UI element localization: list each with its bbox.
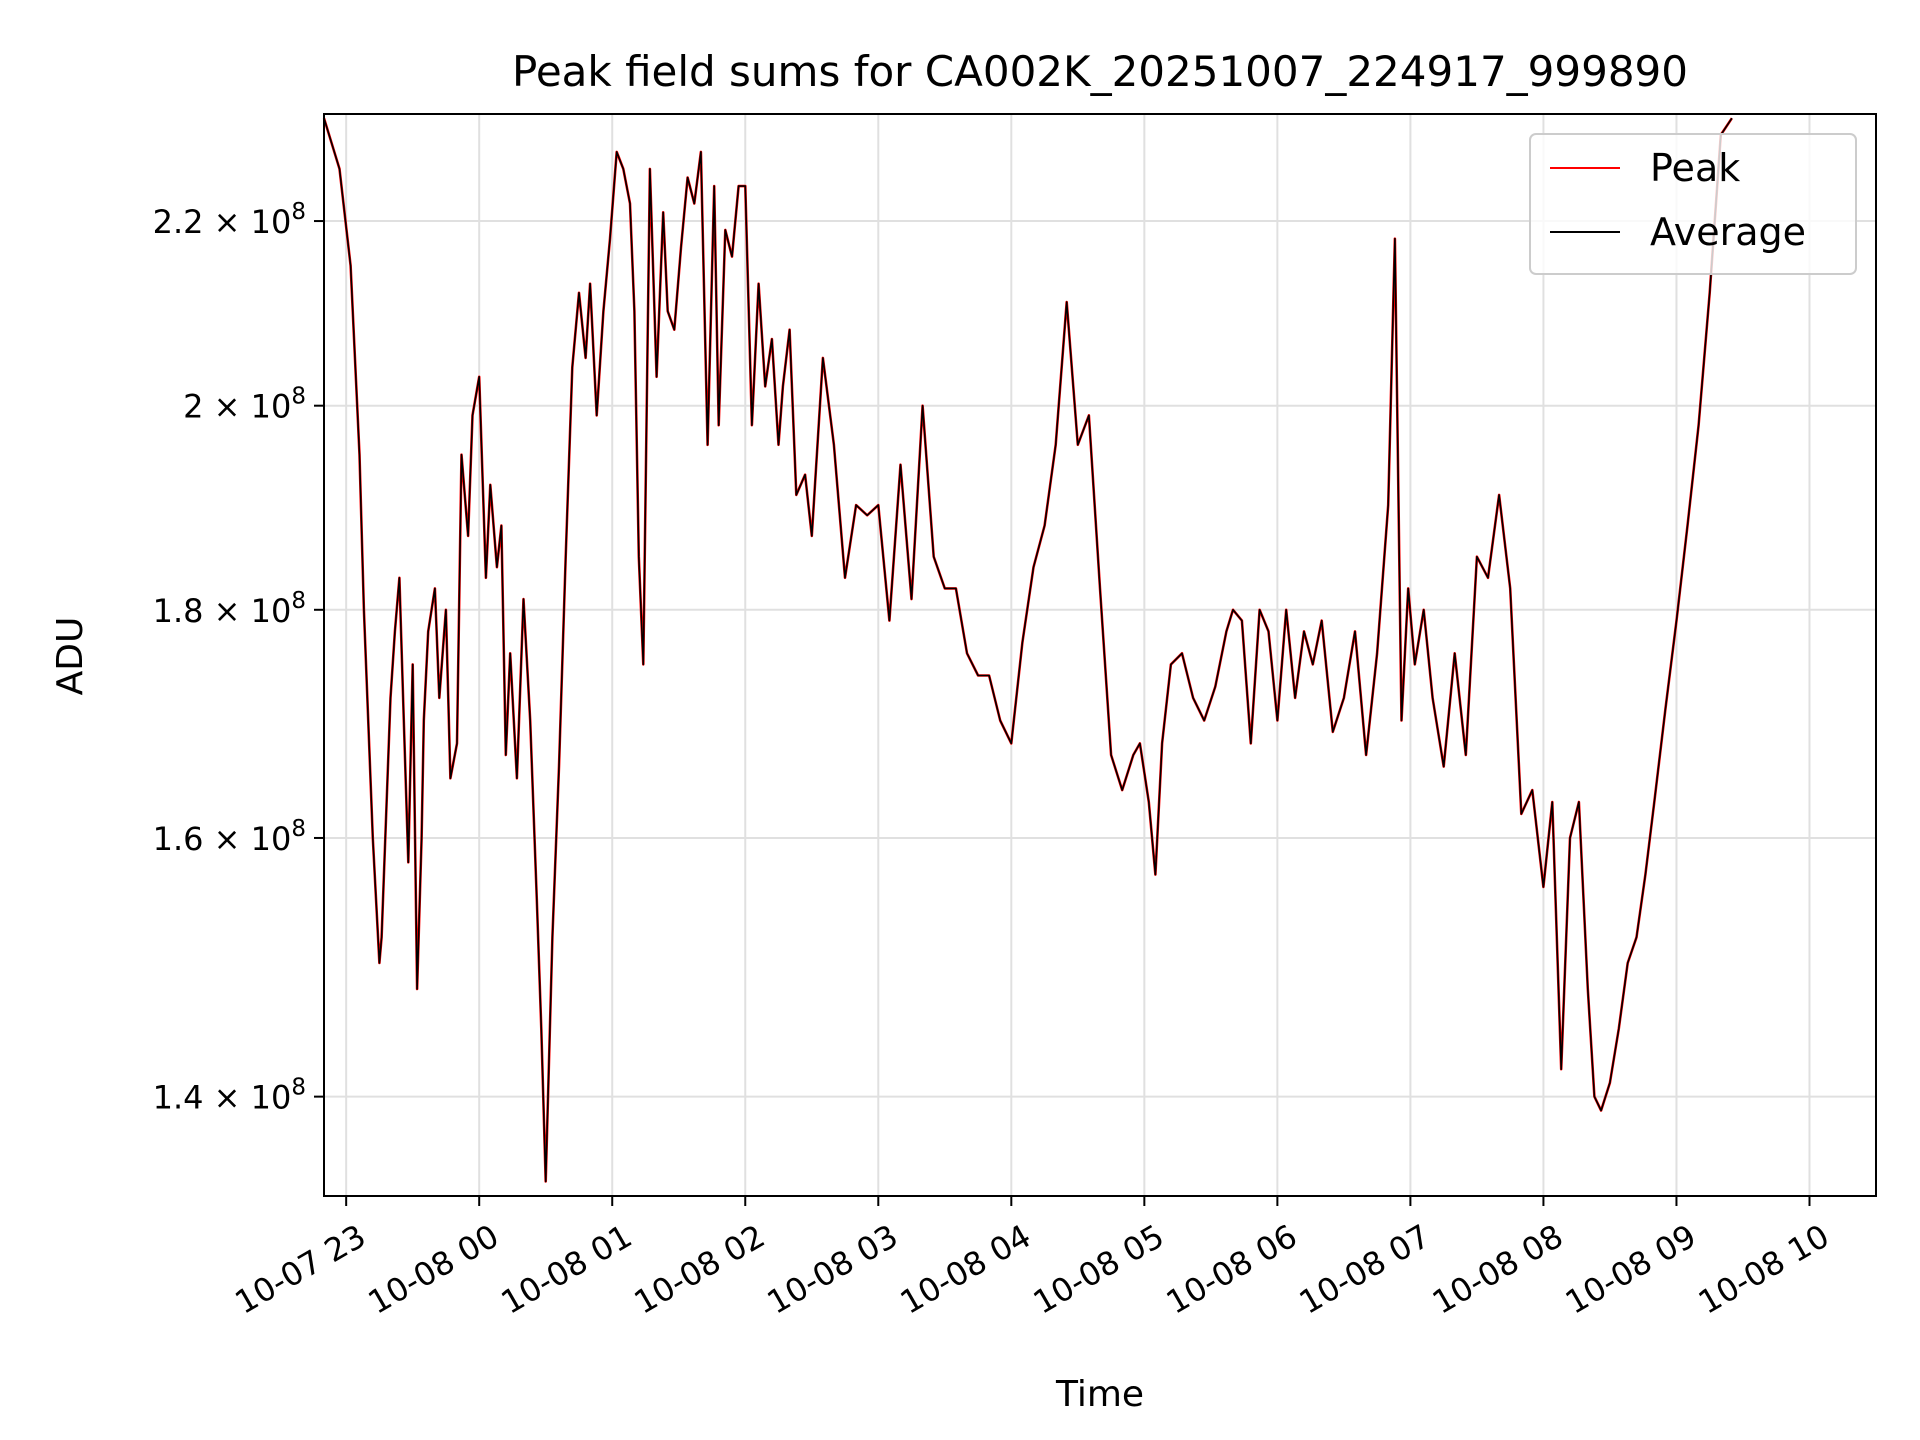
- y-tick-times: × 10: [203, 388, 291, 426]
- legend-label-average: Average: [1650, 210, 1806, 254]
- legend: Peak Average: [1529, 133, 1857, 275]
- y-tick-times: × 10: [203, 592, 291, 630]
- chart-title: Peak field sums for CA002K_20251007_2249…: [512, 47, 1688, 96]
- grid-lines: [324, 114, 1876, 1196]
- y-tick-label: 1.4 × 108: [153, 1075, 306, 1117]
- y-tick-times: × 10: [203, 1079, 291, 1117]
- y-tick-exponent: 8: [291, 816, 306, 842]
- y-tick-exponent: 8: [291, 199, 306, 225]
- y-tick-mantissa: 1.4: [153, 1079, 204, 1117]
- y-tick-mantissa: 2.2: [153, 203, 204, 241]
- y-tick-exponent: 8: [291, 1075, 306, 1101]
- y-tick-times: × 10: [203, 820, 291, 858]
- y-tick-label: 2 × 108: [183, 384, 306, 426]
- y-tick-label: 2.2 × 108: [153, 199, 306, 241]
- y-tick-times: × 10: [203, 203, 291, 241]
- legend-label-peak: Peak: [1650, 146, 1740, 190]
- y-tick-mantissa: 1.6: [153, 820, 204, 858]
- plot-frame: [323, 113, 1877, 1197]
- y-tick-mantissa: 2: [183, 388, 203, 426]
- y-tick-mantissa: 1.8: [153, 592, 204, 630]
- y-tick-exponent: 8: [291, 588, 306, 614]
- series-line-average: [323, 117, 1733, 1183]
- plot-lines: [322, 117, 1733, 1183]
- y-axis-label: ADU: [50, 617, 91, 696]
- y-tick-label: 1.8 × 108: [153, 588, 306, 630]
- y-tick-exponent: 8: [291, 384, 306, 410]
- y-tick-label: 1.6 × 108: [153, 816, 306, 858]
- x-axis-label: Time: [1055, 1374, 1144, 1415]
